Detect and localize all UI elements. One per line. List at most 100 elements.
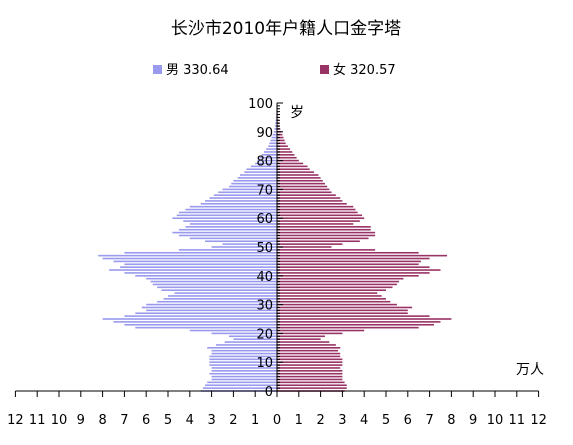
male-bar-age-72	[231, 182, 277, 185]
male-bar-age-73	[233, 179, 277, 182]
male-bar-age-11	[209, 358, 277, 361]
female-bar-age-85	[277, 145, 288, 147]
male-bar-age-49	[178, 249, 277, 251]
female-bars	[277, 102, 452, 392]
male-bar-age-21	[189, 329, 277, 332]
female-bar-age-67	[277, 197, 341, 199]
male-bar-age-32	[163, 298, 277, 300]
value-tick-label: 11	[29, 413, 46, 428]
value-tick-label: 12	[7, 413, 24, 428]
male-bar-age-66	[205, 200, 277, 202]
female-bar-age-14	[277, 349, 339, 352]
female-bar-age-42	[277, 269, 441, 271]
male-bar-age-50	[211, 246, 277, 248]
male-bar-age-89	[272, 133, 277, 136]
male-bar-age-78	[250, 165, 277, 168]
female-bar-age-81	[277, 156, 297, 159]
male-bar-age-65	[200, 203, 277, 205]
value-tick-label: 10	[487, 413, 504, 428]
age-tick-label: 100	[248, 97, 273, 112]
female-bar-age-47	[277, 254, 448, 257]
male-bar-age-28	[146, 309, 277, 312]
male-bar-age-94	[275, 119, 277, 122]
male-bar-age-51	[222, 243, 277, 245]
female-bar-age-86	[277, 142, 286, 145]
male-bar-age-5	[211, 375, 277, 378]
male-bar-age-88	[271, 136, 277, 139]
age-axis-label: 岁	[290, 105, 304, 121]
value-tick-label: 4	[186, 413, 194, 428]
male-bar-age-55	[172, 231, 277, 234]
male-bar-age-80	[257, 159, 277, 162]
male-bar-age-29	[141, 306, 277, 309]
female-bar-age-8	[277, 367, 341, 369]
female-bar-age-59	[277, 220, 360, 222]
male-bar-age-25	[102, 318, 277, 320]
male-bar-age-52	[205, 240, 277, 243]
male-bar-age-6	[209, 372, 277, 375]
male-bar-age-8	[211, 367, 277, 369]
male-bar-age-67	[209, 197, 277, 199]
male-bar-age-33	[168, 295, 277, 297]
female-bar-age-83	[277, 151, 293, 153]
female-bar-age-19	[277, 335, 325, 338]
female-bar-age-1	[277, 387, 347, 389]
male-bar-age-46	[102, 257, 277, 260]
value-tick-label: 9	[77, 413, 85, 428]
legend-swatch-female	[320, 65, 329, 74]
age-tick-label: 10	[256, 356, 273, 371]
male-bar-age-22	[135, 326, 277, 329]
male-bar-age-82	[261, 154, 277, 156]
female-bar-age-43	[277, 266, 430, 268]
female-bar-age-51	[277, 243, 343, 245]
male-bar-age-77	[246, 168, 277, 171]
male-bar-age-48	[124, 251, 278, 254]
female-bar-age-13	[277, 352, 341, 355]
male-bar-age-54	[178, 234, 277, 237]
value-tick-label: 5	[164, 413, 172, 428]
female-bar-age-12	[277, 355, 341, 358]
female-bar-age-72	[277, 182, 325, 185]
male-bar-age-87	[270, 139, 277, 142]
male-bar-age-37	[152, 283, 277, 286]
female-bar-age-74	[277, 177, 321, 179]
male-bar-age-74	[237, 177, 277, 179]
male-bar-age-76	[244, 171, 277, 173]
female-bar-age-24	[277, 321, 441, 323]
female-bar-age-60	[277, 217, 365, 219]
legend-label-male: 男 330.64	[166, 63, 229, 78]
female-bar-age-16	[277, 344, 336, 346]
male-bar-age-85	[268, 145, 277, 147]
male-bar-age-57	[185, 226, 277, 228]
female-bar-age-54	[277, 234, 376, 237]
male-bar-age-59	[183, 220, 277, 222]
female-bar-age-62	[277, 211, 358, 214]
female-bar-age-73	[277, 179, 323, 182]
male-bar-age-47	[98, 254, 278, 257]
female-bar-age-28	[277, 309, 408, 312]
female-bar-age-39	[277, 277, 404, 280]
age-tick-label: 40	[256, 270, 273, 285]
value-tick-label: 8	[447, 413, 455, 428]
female-bar-age-36	[277, 286, 393, 289]
value-tick-label: 7	[425, 413, 433, 428]
male-bar-age-61	[176, 214, 277, 217]
age-tick-label: 60	[256, 212, 273, 227]
male-bar-age-86	[269, 142, 277, 145]
male-bar-age-91	[274, 128, 277, 130]
male-bar-age-63	[185, 208, 277, 211]
male-bar-age-69	[218, 191, 277, 194]
female-bar-age-71	[277, 185, 328, 188]
male-bar-age-44	[124, 263, 278, 266]
female-bar-age-18	[277, 338, 321, 340]
female-bar-age-55	[277, 231, 376, 234]
male-bar-age-19	[229, 335, 277, 338]
female-bar-age-4	[277, 378, 343, 381]
male-bar-age-93	[275, 122, 277, 124]
female-bar-age-66	[277, 200, 343, 202]
male-bar-age-31	[157, 300, 277, 303]
female-bar-age-7	[277, 370, 343, 372]
value-tick-label: 7	[120, 413, 128, 428]
